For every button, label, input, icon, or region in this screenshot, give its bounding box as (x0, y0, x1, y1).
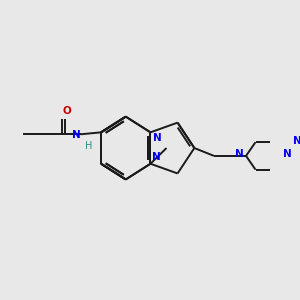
Text: N: N (292, 136, 300, 146)
Text: N: N (235, 149, 243, 159)
Text: N: N (153, 133, 162, 143)
Text: N: N (152, 152, 161, 162)
Text: N: N (283, 149, 291, 159)
Text: H: H (85, 141, 92, 151)
Text: N: N (72, 130, 81, 140)
Text: O: O (63, 106, 71, 116)
